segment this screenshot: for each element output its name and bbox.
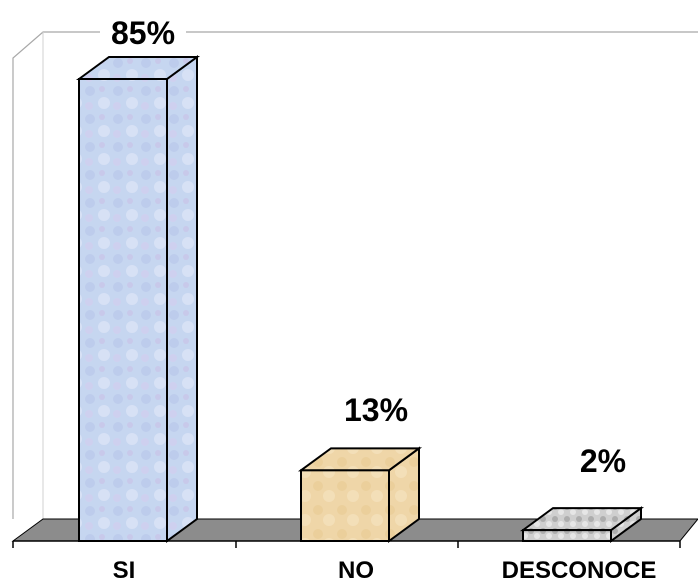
- bar-si: [75, 55, 201, 543]
- back-wall: [12, 31, 698, 519]
- data-label-desconoce: 2%: [580, 443, 626, 479]
- bar-desconoce: [519, 506, 645, 543]
- bar-si-front: [78, 78, 168, 542]
- bar-desconoce-front: [522, 529, 612, 542]
- bar-no: [297, 446, 423, 543]
- chart-walls: [12, 31, 698, 519]
- x-tick-label-no: NO: [338, 557, 374, 583]
- bar-si-side: [166, 55, 198, 543]
- data-label-si-bg: [100, 14, 186, 50]
- data-label-si: 85%: [111, 15, 175, 51]
- x-tick-label-si: SI: [113, 557, 136, 583]
- x-axis: [12, 540, 681, 548]
- data-label-no: 13%: [344, 392, 408, 428]
- x-tick-label-desconoce: DESCONOCE: [502, 557, 657, 583]
- bar-no-front: [300, 469, 390, 543]
